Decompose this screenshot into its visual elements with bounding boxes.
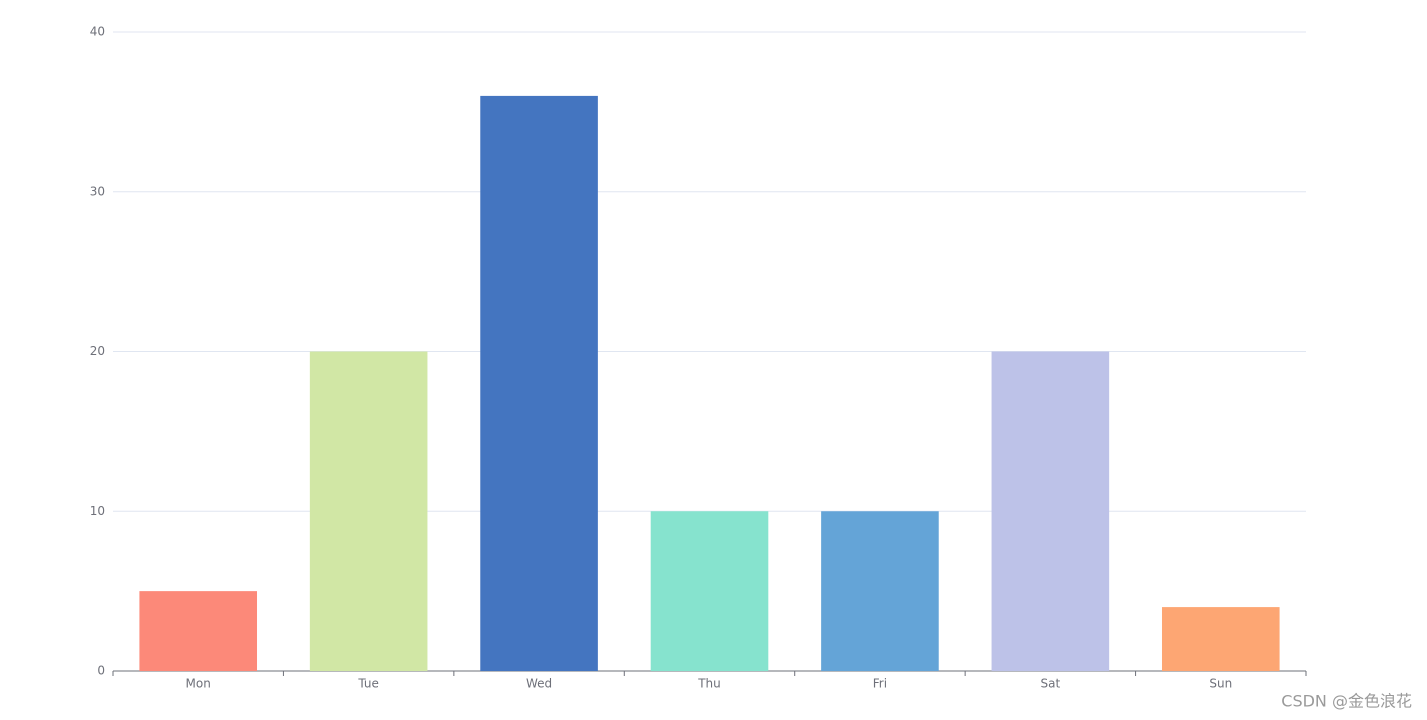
bar [480,95,598,671]
bar [309,351,428,671]
y-tick-label: 40 [90,25,105,39]
x-tick-label: Thu [697,677,721,691]
y-tick-label: 10 [90,504,105,518]
bar [650,511,769,671]
x-tick-label: Tue [357,677,379,691]
x-tick-label: Fri [873,677,887,691]
x-tick-label: Wed [526,677,552,691]
y-tick-label: 20 [90,344,105,358]
x-tick-label: Mon [186,677,211,691]
x-tick-label: Sat [1041,677,1061,691]
bar [821,511,939,671]
bar [1161,607,1280,671]
bar [139,591,258,671]
watermark: CSDN @金色浪花 [1281,692,1412,711]
y-tick-label: 0 [97,664,105,678]
bar [991,351,1110,671]
x-tick-label: Sun [1209,677,1232,691]
y-tick-label: 30 [90,184,105,198]
